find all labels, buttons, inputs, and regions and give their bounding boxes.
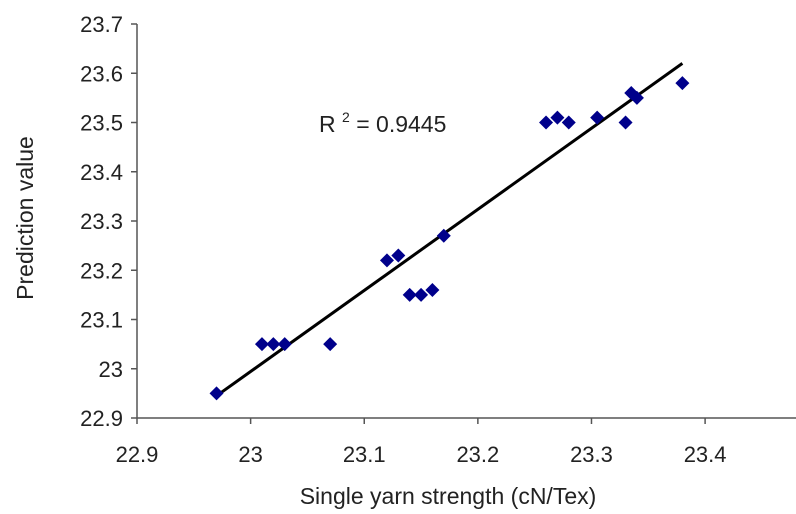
x-tick-label: 23 [238,442,262,467]
y-tick-label: 23.5 [80,111,123,136]
x-tick-label: 23.3 [570,442,613,467]
y-tick-label: 23 [99,357,123,382]
y-tick-label: 23.3 [80,209,123,234]
y-tick-label: 23.7 [80,12,123,37]
data-point [590,110,605,125]
data-point [402,287,417,302]
y-axis-ticks: 22.9 23 23.1 23.2 23.3 23.4 23.5 23.6 23.7 [80,12,137,431]
data-point [550,110,565,125]
x-axis-label: Single yarn strength (cN/Tex) [300,483,597,509]
r-squared-annotation: R 2 = 0.9445 [319,101,446,137]
data-point [391,248,406,263]
axes [136,24,796,419]
data-point [436,228,451,243]
y-tick-label: 23.4 [80,160,123,185]
y-tick-label: 23.1 [80,308,123,333]
data-point [629,90,644,105]
x-tick-label: 23.2 [456,442,499,467]
data-point [379,253,394,268]
data-point [414,287,429,302]
x-tick-label: 23.1 [343,442,386,467]
x-tick-label: 23.4 [684,442,727,467]
data-point [539,115,554,130]
r-squared-value: = 0.9445 [356,111,446,137]
y-tick-label: 23.6 [80,61,123,86]
data-point [254,337,269,352]
y-axis-label: Prediction value [12,136,38,300]
x-tick-label: 22.9 [116,442,159,467]
data-point [561,115,576,130]
y-tick-label: 22.9 [80,406,123,431]
r-squared-base: R [319,111,336,137]
y-tick-label: 23.2 [80,258,123,283]
trendline [215,62,684,398]
data-point [425,282,440,297]
data-point [209,386,224,401]
data-point [277,337,292,352]
x-axis-ticks: 22.9 23 23.1 23.2 23.3 23.4 [116,418,727,467]
data-point [618,115,633,130]
data-point [266,337,281,352]
data-points [209,76,690,401]
data-point [675,76,690,91]
r-squared-superscript: 2 [342,109,350,125]
data-point [323,337,338,352]
